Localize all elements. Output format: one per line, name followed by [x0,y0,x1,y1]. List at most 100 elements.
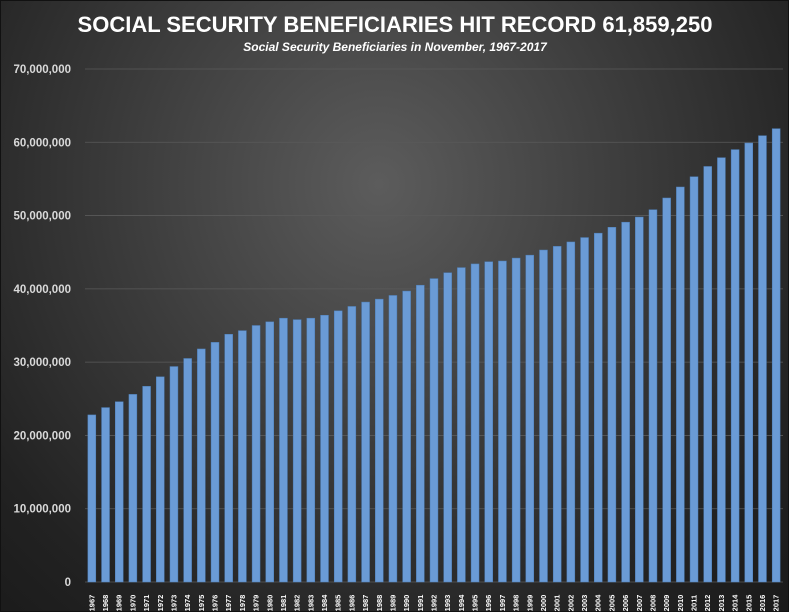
x-tick-label: 2017 [772,595,781,612]
bar-1973 [169,366,179,583]
x-tick-label: 2010 [676,595,685,612]
bar-2008 [648,209,658,583]
bar-2010 [676,186,685,583]
bars [87,128,781,583]
bar-1976 [210,342,220,583]
bar-1970 [128,394,138,583]
x-tick-label: 1968 [101,595,110,612]
bar-1996 [484,261,493,583]
bar-1981 [279,317,288,583]
x-tick-label: 1984 [320,594,329,612]
x-tick-label: 1987 [361,595,370,612]
bar-1992 [429,278,439,583]
x-tick-label: 1970 [128,595,137,612]
x-tick-label: 2013 [717,595,726,612]
x-tick-label: 1972 [156,595,165,612]
x-tick-label: 2006 [621,595,630,612]
bar-1998 [511,257,521,583]
y-tick-label: 70,000,000 [13,64,71,76]
x-tick-label: 1973 [169,595,178,612]
x-tick-label: 1998 [512,595,521,612]
bar-2003 [580,237,589,583]
bar-2005 [607,227,617,583]
x-tick-label: 2008 [648,595,657,612]
bar-1977 [224,334,233,583]
bar-2009 [662,197,671,583]
bar-2015 [744,142,754,583]
x-tick-label: 1976 [211,595,220,612]
y-tick-label: 0 [65,577,71,589]
bar-2013 [717,157,726,583]
bar-1979 [251,325,261,583]
bar-1994 [457,267,466,583]
x-tick-label: 1999 [525,595,534,612]
y-axis-ticks: 0 10,000,000 20,000,000 30,000,000 40,000,00… [13,64,71,589]
x-tick-label: 2009 [662,595,671,612]
x-tick-label: 2002 [566,595,575,612]
bar-1990 [402,290,411,583]
bar-1988 [375,298,384,583]
bar-2007 [635,216,644,583]
x-tick-label: 1979 [252,595,261,612]
x-tick-label: 2014 [731,594,740,612]
x-tick-label: 1990 [402,595,411,612]
bar-1971 [142,386,151,583]
y-tick-label: 20,000,000 [13,430,71,442]
x-tick-label: 2016 [758,595,767,612]
bar-2004 [594,232,603,583]
bar-2012 [703,166,712,583]
bar-1986 [347,306,357,583]
bar-2011 [689,176,699,583]
bar-1999 [525,254,535,583]
bar-1993 [443,272,452,583]
bar-1985 [333,310,343,583]
x-tick-label: 1974 [183,594,192,612]
x-tick-label: 1993 [443,595,452,612]
x-tick-label: 1995 [471,595,480,612]
bar-1967 [87,414,97,583]
bar-1978 [238,330,247,583]
bar-1989 [388,295,398,583]
bar-2017 [771,128,781,583]
x-tick-label: 1971 [142,595,151,612]
bar-1987 [361,301,370,583]
x-tick-label: 1983 [306,595,315,612]
chart-title: SOCIAL SECURITY BENEFICIARIES HIT RECORD… [78,12,713,37]
bar-1980 [265,321,274,583]
x-tick-label: 1982 [293,595,302,612]
y-tick-label: 30,000,000 [13,357,71,369]
x-tick-label: 1991 [416,595,425,612]
x-tick-label: 1980 [265,595,274,612]
x-tick-label: 2007 [635,595,644,612]
x-axis-ticks: 1967 1968 1969 1970 1971 1972 1973 1974 1975 1976… [87,594,780,612]
x-tick-label: 2000 [539,595,548,612]
x-tick-label: 1978 [238,595,247,612]
y-tick-label: 10,000,000 [13,504,71,516]
bar-1984 [320,314,329,583]
x-tick-label: 1985 [334,595,343,612]
bar-1968 [101,407,110,583]
bar-1972 [156,376,165,583]
x-tick-label: 2001 [553,595,562,612]
x-tick-label: 1992 [430,595,439,612]
x-tick-label: 1969 [115,595,124,612]
y-tick-label: 60,000,000 [13,137,71,149]
x-tick-label: 1981 [279,595,288,612]
bar-2002 [566,241,576,583]
x-tick-label: 1975 [197,595,206,612]
bar-1995 [470,263,480,583]
bar-2006 [621,221,630,583]
bar-2000 [539,249,548,583]
x-tick-label: 1977 [224,595,233,612]
y-tick-label: 40,000,000 [13,284,71,296]
x-tick-label: 2005 [607,595,616,612]
x-tick-label: 1967 [87,595,96,612]
y-tick-label: 50,000,000 [13,211,71,223]
bar-1982 [292,319,302,583]
bar-1983 [306,317,316,583]
x-tick-label: 2011 [690,595,699,611]
bar-1975 [197,348,206,583]
bar-1974 [183,358,192,583]
x-tick-label: 2003 [580,595,589,612]
